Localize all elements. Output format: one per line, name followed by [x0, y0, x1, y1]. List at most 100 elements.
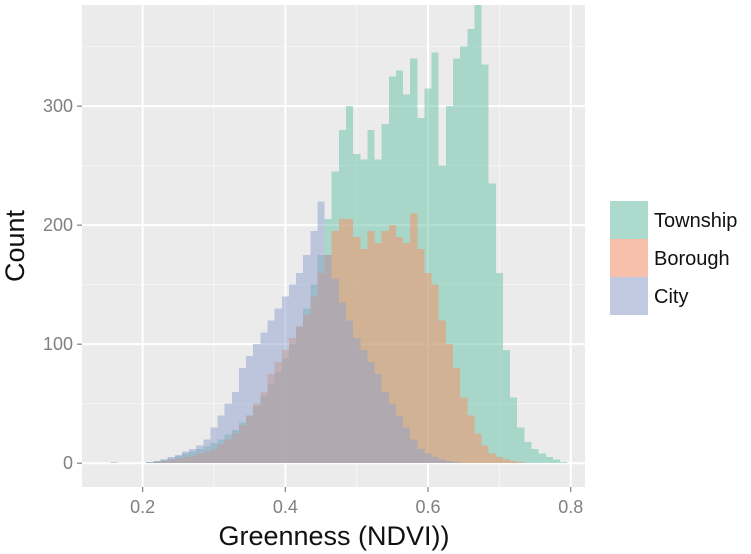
legend-label-township: Township: [654, 210, 737, 232]
bar-township: [467, 28, 475, 464]
y-tick-label: 0: [63, 453, 73, 473]
bar-city: [424, 453, 432, 464]
bar-city: [181, 451, 190, 464]
legend-label-borough: Borough: [654, 248, 730, 270]
bar-city: [381, 391, 389, 464]
bar-city: [303, 254, 311, 464]
legend-label-city: City: [654, 286, 688, 308]
bar-city: [281, 296, 289, 464]
x-tick-label: 0.2: [130, 497, 155, 517]
bar-city: [203, 439, 211, 464]
y-tick-label: 100: [43, 334, 73, 354]
bar-borough: [367, 231, 375, 464]
bar-city: [246, 356, 254, 464]
bar-city: [388, 403, 396, 464]
bar-township: [460, 46, 468, 464]
bar-township: [510, 397, 518, 464]
bar-city: [445, 460, 454, 464]
bar-borough: [510, 460, 518, 464]
bar-township: [495, 272, 503, 464]
bar-city: [453, 462, 461, 464]
bar-city: [174, 454, 182, 464]
bar-borough: [403, 243, 411, 464]
bar-city: [338, 302, 346, 464]
bar-city: [167, 457, 175, 464]
bar-borough: [431, 284, 439, 464]
bar-borough: [374, 243, 382, 464]
bar-city: [431, 457, 439, 464]
bar-city: [403, 427, 411, 464]
bar-township: [545, 457, 553, 464]
bar-city: [417, 448, 425, 464]
bar-city: [231, 391, 239, 464]
bar-city: [345, 320, 354, 464]
bar-city: [410, 439, 418, 464]
x-axis-title: Greenness (NDVI)): [218, 521, 449, 551]
bar-township: [438, 165, 446, 464]
bar-city: [331, 278, 339, 464]
legend-swatch-city: [610, 277, 648, 315]
bar-township: [502, 350, 511, 464]
y-tick-label: 200: [43, 215, 73, 235]
bar-township: [474, 5, 482, 464]
bar-township: [538, 453, 546, 464]
bar-city: [317, 201, 325, 464]
bar-township: [560, 462, 568, 464]
bar-borough: [460, 397, 468, 464]
bar-city: [160, 459, 168, 464]
bar-township: [552, 459, 561, 464]
bar-city: [367, 362, 375, 464]
bar-borough: [381, 231, 389, 464]
bar-township: [524, 441, 532, 464]
bar-township: [481, 64, 489, 464]
bar-borough: [481, 445, 489, 464]
bar-borough: [453, 367, 461, 464]
bar-borough: [388, 225, 396, 464]
bar-city: [217, 415, 225, 464]
y-tick-label: 300: [43, 96, 73, 116]
bar-city: [238, 367, 247, 464]
bar-city: [189, 448, 197, 464]
bar-borough: [438, 320, 446, 464]
bar-borough: [445, 344, 454, 464]
bar-city: [353, 338, 361, 464]
bar-borough: [517, 462, 525, 464]
bar-city: [360, 350, 368, 464]
legend-swatch-borough: [610, 239, 648, 277]
bar-borough: [395, 237, 404, 464]
bar-city: [310, 231, 318, 464]
x-tick-label: 0.6: [416, 497, 441, 517]
bar-borough: [502, 459, 511, 464]
bar-city: [153, 460, 161, 464]
bar-borough: [474, 433, 482, 464]
x-tick-label: 0.8: [558, 497, 583, 517]
legend: Township Borough City: [610, 201, 737, 315]
bar-borough: [488, 453, 496, 464]
bar-city: [438, 459, 446, 464]
legend-swatch-township: [610, 201, 648, 239]
bar-city: [288, 284, 297, 464]
bar-city: [146, 462, 154, 464]
bar-city: [196, 445, 204, 464]
bar-township: [431, 52, 439, 464]
bar-city: [224, 403, 232, 464]
bar-city: [395, 415, 404, 464]
axis-ticks: 0.2 0.4 0.6 0.8 0 100 200 300: [43, 96, 583, 517]
y-axis-title: Count: [0, 209, 30, 282]
bar-borough: [417, 248, 425, 464]
bar-borough: [495, 457, 503, 464]
bar-city: [374, 373, 382, 464]
bar-city: [324, 254, 332, 464]
bar-city: [210, 427, 218, 464]
bar-city: [260, 332, 268, 464]
bar-borough: [410, 213, 418, 464]
bar-township: [445, 106, 454, 464]
bar-city: [110, 462, 118, 464]
bar-borough: [467, 415, 475, 464]
bar-city: [253, 344, 261, 464]
bar-city: [274, 308, 282, 464]
bar-township: [453, 58, 461, 464]
histogram-bars: [110, 5, 568, 464]
bar-city: [267, 320, 275, 464]
